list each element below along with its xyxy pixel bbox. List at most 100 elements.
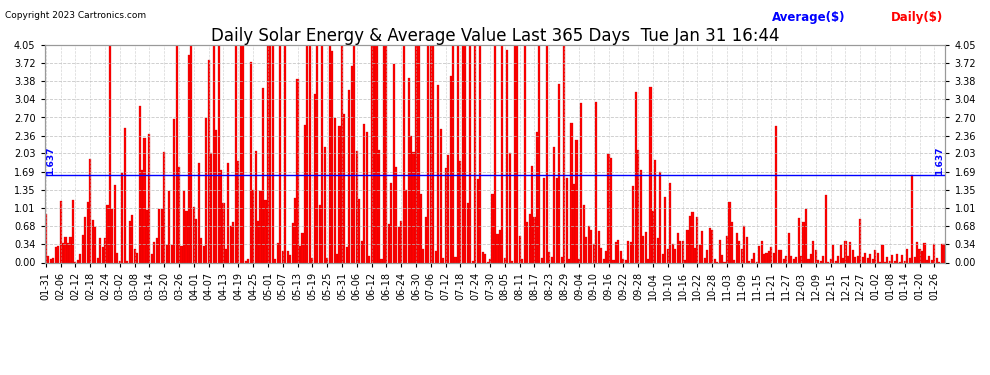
Bar (593, 244, 595, 262)
Bar (699, 246, 701, 262)
Bar (931, 260, 933, 262)
Bar (163, 152, 165, 262)
Bar (69, 237, 71, 262)
Bar (296, 79, 299, 262)
Bar (213, 45, 215, 262)
Bar (423, 249, 425, 262)
Bar (309, 45, 311, 262)
Bar (810, 254, 812, 262)
Bar (109, 45, 111, 262)
Bar (909, 258, 911, 262)
Bar (881, 244, 883, 262)
Bar (185, 211, 187, 262)
Bar (610, 158, 612, 262)
Bar (644, 232, 646, 262)
Bar (116, 253, 119, 262)
Bar (904, 261, 906, 262)
Bar (131, 215, 134, 262)
Bar (940, 244, 942, 262)
Bar (743, 226, 745, 262)
Bar (830, 259, 832, 262)
Bar (272, 45, 274, 262)
Bar (815, 250, 817, 262)
Bar (269, 45, 271, 262)
Bar (79, 254, 81, 262)
Bar (72, 200, 74, 262)
Bar (869, 254, 871, 262)
Bar (124, 129, 126, 262)
Bar (539, 45, 541, 262)
Bar (509, 153, 511, 262)
Bar (649, 87, 651, 262)
Bar (689, 216, 691, 262)
Bar (813, 242, 815, 262)
Bar (820, 261, 822, 262)
Bar (608, 154, 610, 262)
Bar (573, 184, 575, 262)
Bar (233, 222, 235, 262)
Bar (210, 153, 212, 262)
Text: 1.637: 1.637 (936, 146, 944, 175)
Bar (398, 227, 400, 262)
Bar (736, 233, 738, 262)
Bar (193, 207, 195, 262)
Bar (388, 225, 390, 262)
Bar (134, 249, 136, 262)
Bar (267, 45, 269, 262)
Bar (919, 249, 921, 262)
Bar (808, 259, 810, 262)
Bar (92, 220, 94, 262)
Bar (524, 45, 526, 262)
Bar (671, 244, 674, 262)
Bar (544, 178, 545, 262)
Bar (548, 252, 550, 262)
Bar (835, 261, 837, 262)
Bar (871, 259, 874, 262)
Bar (59, 201, 61, 262)
Bar (924, 243, 926, 262)
Bar (741, 249, 742, 262)
Bar (568, 258, 570, 262)
Bar (77, 260, 79, 262)
Bar (89, 159, 91, 262)
Bar (144, 138, 146, 262)
Bar (638, 150, 640, 262)
Bar (837, 255, 840, 262)
Bar (696, 217, 698, 262)
Bar (753, 253, 755, 262)
Bar (664, 197, 666, 262)
Bar (462, 45, 464, 262)
Bar (906, 249, 908, 262)
Bar (67, 243, 69, 262)
Bar (640, 170, 642, 262)
Bar (168, 192, 170, 262)
Bar (936, 258, 938, 262)
Bar (739, 242, 741, 262)
Bar (87, 202, 89, 262)
Bar (165, 244, 167, 262)
Bar (82, 235, 84, 262)
Bar (190, 45, 192, 262)
Bar (400, 221, 402, 262)
Bar (435, 252, 437, 262)
Bar (136, 254, 139, 262)
Bar (694, 248, 696, 262)
Bar (706, 250, 708, 262)
Bar (714, 259, 716, 262)
Bar (129, 221, 131, 262)
Bar (760, 242, 762, 262)
Bar (353, 45, 355, 262)
Text: Copyright 2023 Cartronics.com: Copyright 2023 Cartronics.com (5, 11, 147, 20)
Bar (876, 253, 878, 262)
Bar (818, 260, 820, 262)
Bar (916, 242, 918, 262)
Bar (311, 258, 314, 262)
Bar (798, 218, 800, 262)
Bar (729, 202, 731, 262)
Bar (504, 258, 506, 262)
Bar (170, 245, 172, 262)
Bar (501, 45, 504, 262)
Bar (790, 256, 792, 262)
Bar (248, 259, 249, 262)
Bar (373, 45, 375, 262)
